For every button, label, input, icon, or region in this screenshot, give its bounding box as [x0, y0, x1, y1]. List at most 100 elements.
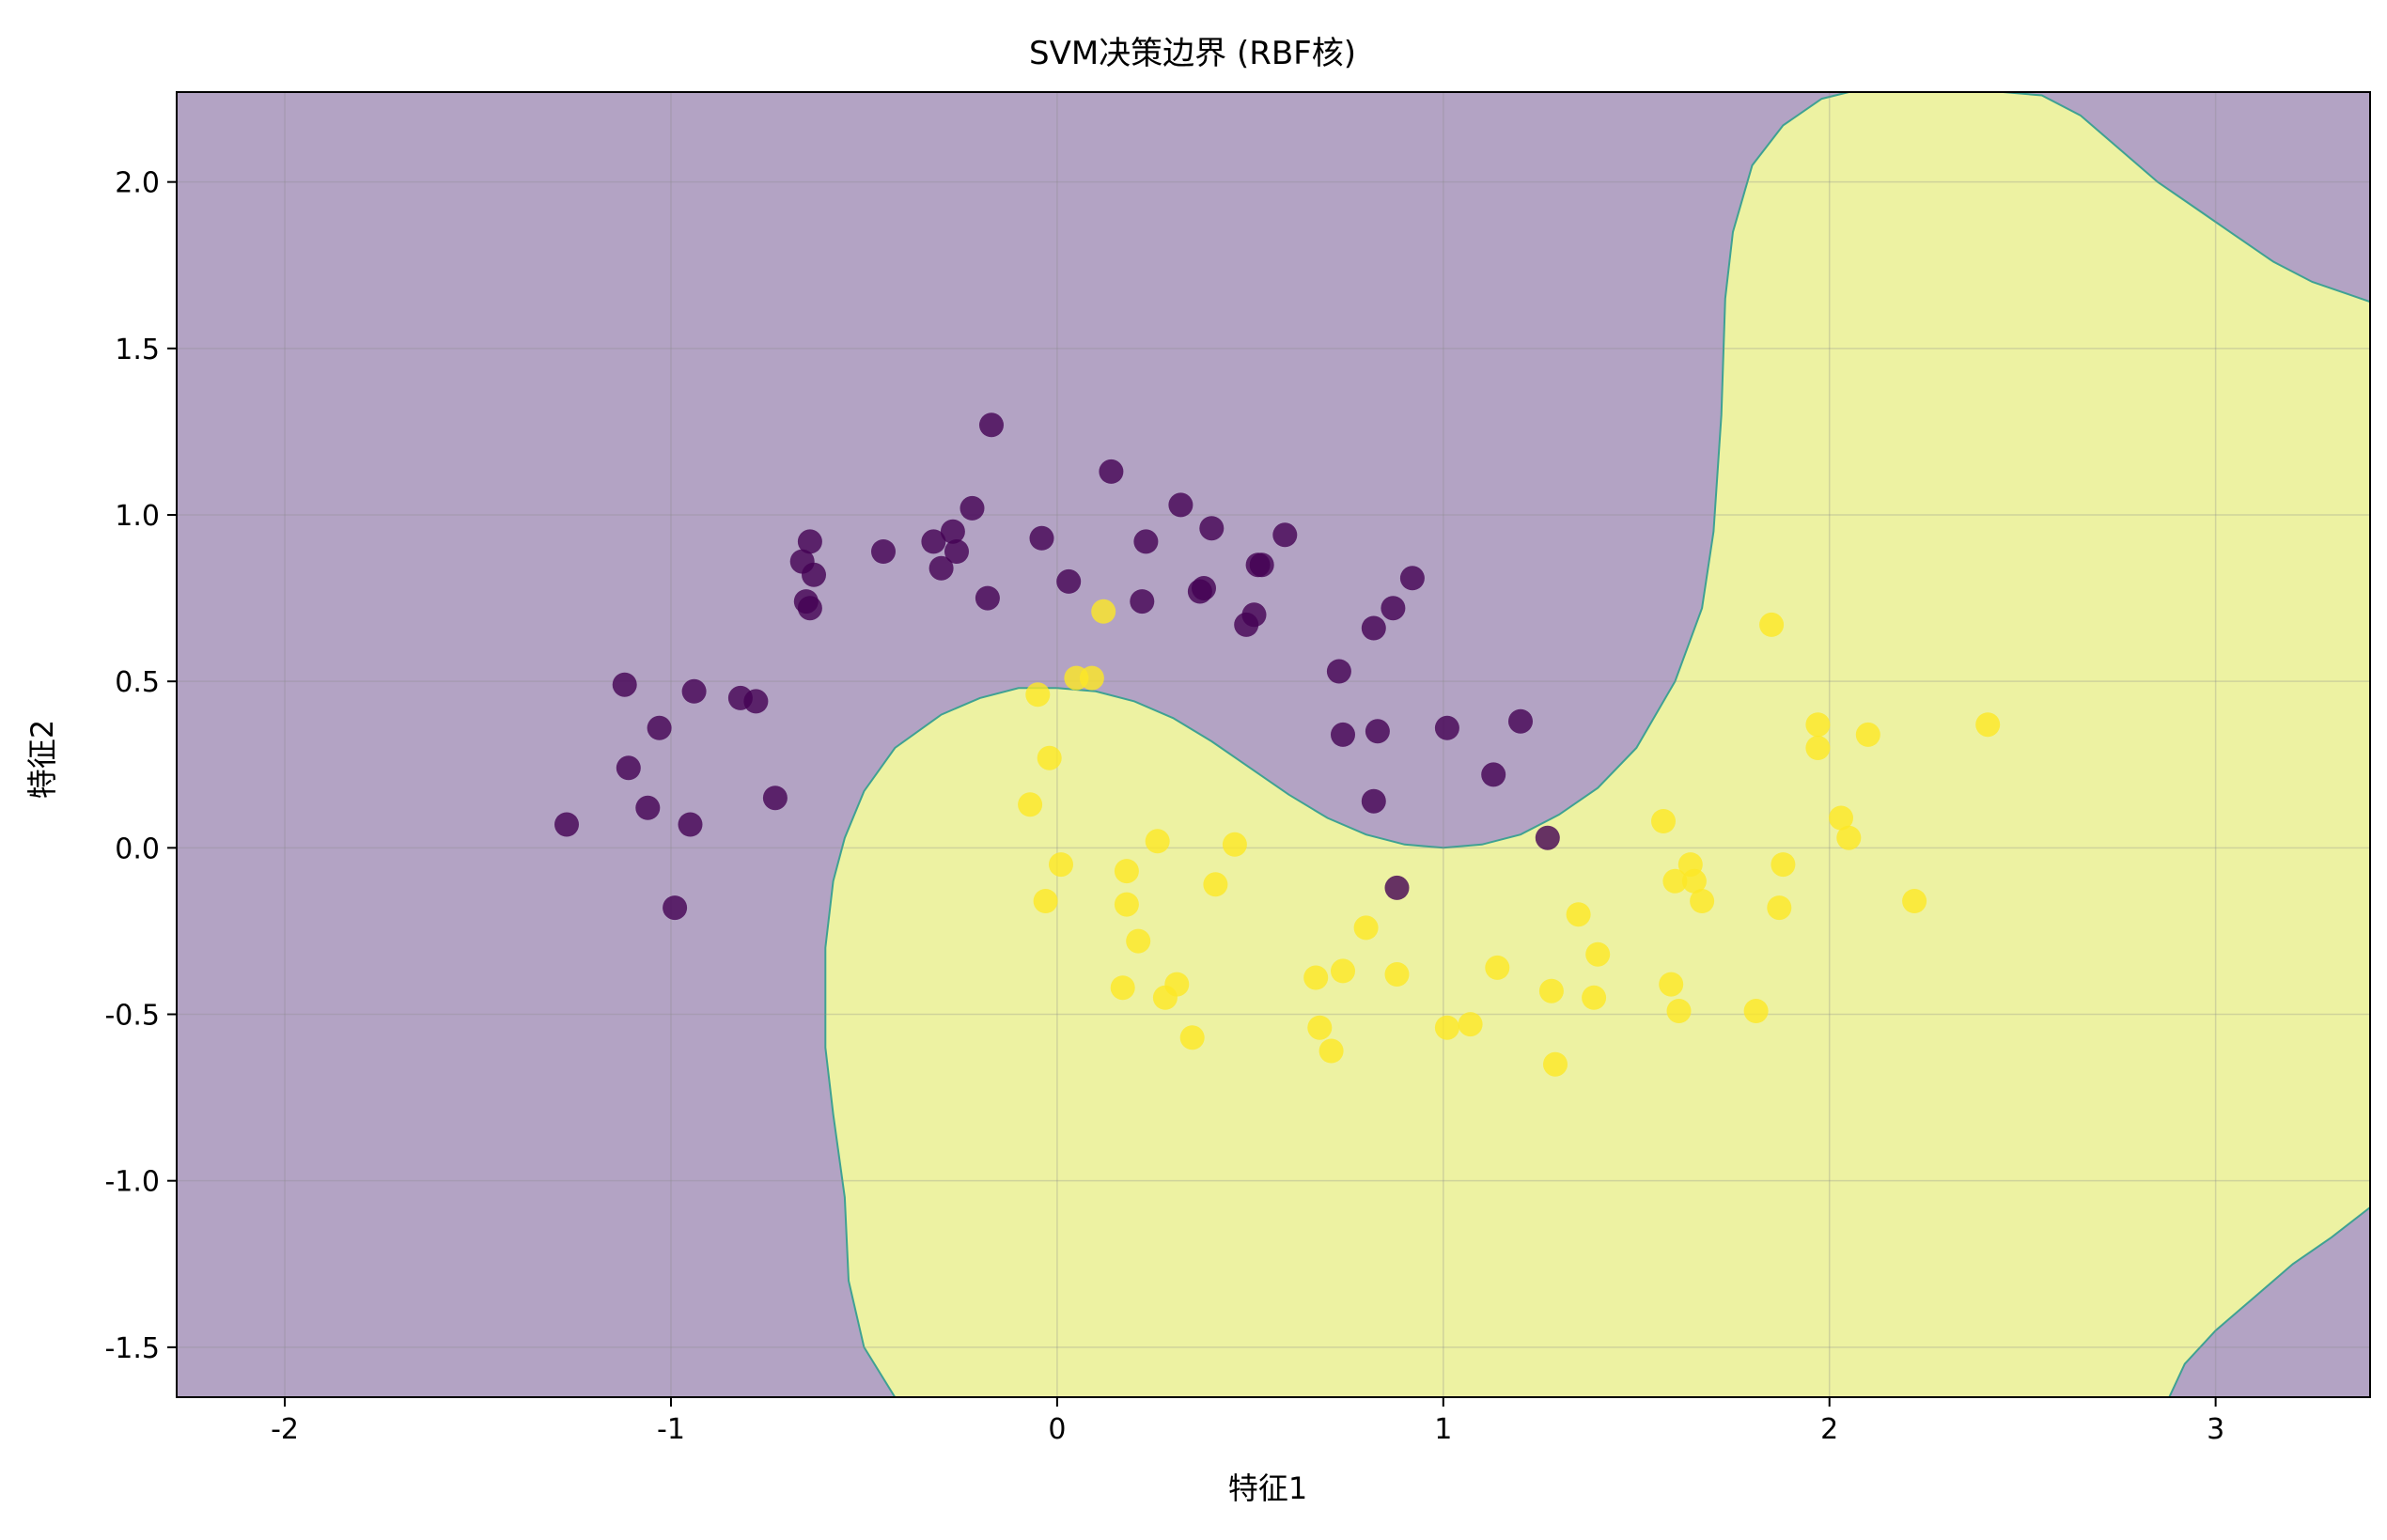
data-point-class-0	[1381, 596, 1406, 621]
data-point-class-0	[663, 895, 688, 921]
data-point-class-0	[1249, 552, 1274, 578]
data-point-class-1	[1384, 962, 1410, 987]
data-point-class-1	[1805, 712, 1831, 738]
data-point-class-0	[1331, 722, 1355, 747]
data-point-class-0	[979, 412, 1004, 438]
data-point-class-0	[616, 755, 641, 781]
data-point-class-1	[1582, 985, 1607, 1010]
data-point-class-1	[1037, 745, 1062, 770]
y-tick-label: 2.0	[115, 167, 160, 200]
data-point-class-1	[1110, 975, 1135, 1001]
data-point-class-1	[1033, 889, 1058, 913]
x-tick-label: 1	[1434, 1413, 1452, 1446]
data-point-class-0	[797, 529, 822, 554]
data-point-class-1	[1767, 895, 1792, 921]
y-tick-label: 1.5	[115, 334, 160, 366]
data-point-class-1	[1091, 599, 1116, 624]
data-point-class-0	[678, 812, 703, 837]
data-point-class-1	[1018, 792, 1043, 817]
data-point-class-1	[1307, 1015, 1333, 1040]
y-tick-label: -1.5	[104, 1332, 160, 1365]
x-tick-label: -2	[271, 1413, 299, 1446]
data-point-class-1	[1538, 978, 1564, 1003]
y-tick-label: -0.5	[104, 1000, 160, 1033]
data-point-class-1	[1681, 868, 1707, 894]
data-point-class-0	[1535, 825, 1560, 850]
data-point-class-0	[1168, 492, 1194, 518]
data-point-class-1	[1829, 805, 1853, 831]
data-point-class-0	[635, 795, 661, 820]
data-point-class-1	[1690, 889, 1715, 913]
x-axis-ticks: -2 -1 0 1 2 3	[271, 1397, 2224, 1446]
data-point-class-1	[1759, 612, 1785, 637]
data-point-class-1	[1771, 852, 1796, 878]
data-point-class-0	[1130, 589, 1155, 614]
y-tick-label: 0.5	[115, 666, 160, 699]
data-point-class-1	[1126, 928, 1151, 954]
data-point-class-1	[1145, 829, 1170, 854]
data-point-class-1	[1079, 665, 1104, 691]
data-point-class-0	[1365, 719, 1390, 744]
data-point-class-0	[1481, 762, 1506, 787]
x-tick-label: -1	[657, 1413, 685, 1446]
data-point-class-1	[1662, 868, 1688, 894]
data-point-class-1	[1543, 1051, 1568, 1077]
decision-regions	[824, 92, 2370, 1397]
data-point-class-0	[1508, 708, 1533, 734]
y-tick-label: -1.0	[104, 1166, 160, 1199]
data-point-class-0	[554, 812, 579, 837]
data-point-class-1	[1666, 999, 1692, 1023]
data-point-class-1	[1743, 999, 1769, 1023]
data-point-class-1	[1651, 809, 1676, 833]
data-point-class-0	[762, 786, 788, 811]
data-point-class-0	[1361, 615, 1386, 641]
data-point-class-1	[1566, 902, 1591, 927]
data-point-class-1	[1025, 682, 1051, 708]
data-point-class-1	[1485, 955, 1510, 980]
data-point-class-1	[1902, 889, 1927, 913]
data-point-class-1	[1331, 958, 1355, 984]
data-point-class-1	[1203, 872, 1228, 897]
data-point-class-0	[1399, 566, 1425, 591]
data-point-class-1	[1222, 832, 1247, 857]
grid	[177, 92, 2370, 1397]
x-tick-label: 2	[1820, 1413, 1838, 1446]
data-point-class-0	[612, 672, 637, 697]
data-point-class-1	[1805, 736, 1831, 760]
y-tick-label: 0.0	[115, 832, 160, 865]
data-point-class-0	[1241, 602, 1267, 628]
axes-frame	[176, 91, 2371, 1398]
data-point-class-0	[1199, 516, 1225, 541]
data-point-class-1	[1303, 965, 1329, 990]
plot-frame	[176, 91, 2371, 1398]
data-point-class-0	[1272, 522, 1298, 548]
data-point-class-1	[1179, 1025, 1205, 1050]
data-point-class-0	[871, 539, 896, 564]
data-point-class-0	[1056, 568, 1082, 594]
data-point-class-0	[975, 585, 1000, 611]
data-point-class-0	[1192, 576, 1216, 600]
chart-title: SVM决策边界 (RBF核)	[1029, 35, 1356, 72]
data-point-class-1	[1114, 859, 1139, 884]
data-point-class-1	[1458, 1012, 1483, 1037]
data-point-class-1	[1164, 972, 1190, 997]
data-point-class-0	[647, 715, 672, 740]
x-tick-label: 0	[1048, 1413, 1066, 1446]
data-point-class-1	[1114, 892, 1139, 917]
data-point-class-0	[921, 529, 946, 554]
data-point-class-1	[1836, 825, 1862, 850]
data-point-class-1	[1318, 1038, 1344, 1064]
data-point-class-0	[940, 519, 965, 544]
data-point-class-1	[1855, 722, 1880, 747]
data-point-class-0	[959, 495, 985, 521]
y-tick-label: 1.0	[115, 500, 160, 533]
data-point-class-0	[681, 678, 707, 704]
data-point-class-1	[1434, 1015, 1459, 1040]
region-class-1	[824, 92, 2370, 1397]
data-point-class-0	[928, 555, 954, 581]
data-point-class-1	[1975, 712, 2001, 738]
x-tick-label: 3	[2207, 1413, 2224, 1446]
y-axis-ticks: -1.5 -1.0 -0.5 0.0 0.5 1.0 1.5 2.0	[104, 167, 177, 1365]
